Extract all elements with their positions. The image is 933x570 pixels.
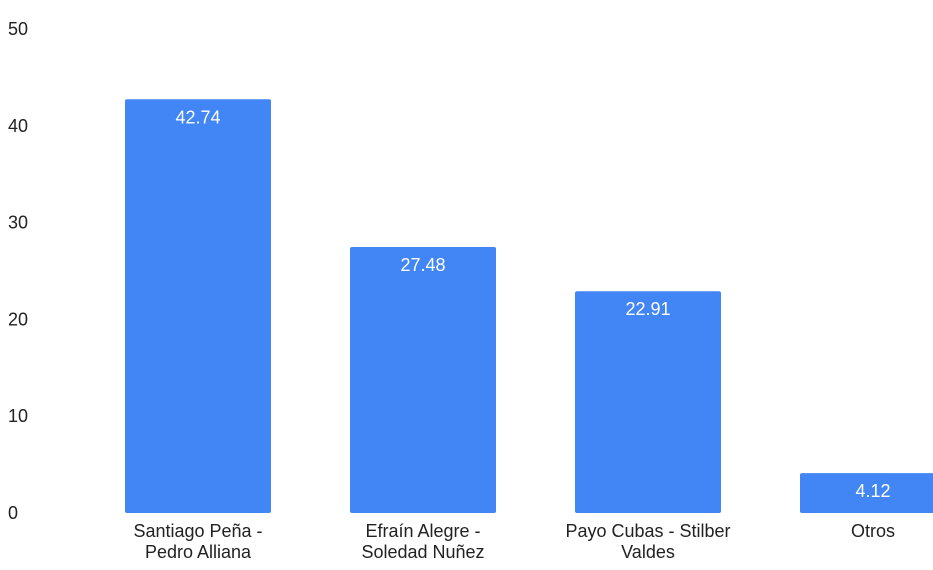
bar-data-label: 27.48 (400, 255, 445, 275)
x-category-label: Payo Cubas - Stilber (565, 521, 730, 541)
bar (350, 246, 496, 514)
bar (800, 473, 933, 513)
x-category-label: Efraín Alegre - (365, 521, 480, 541)
y-axis: 0 10 20 30 40 50 (8, 19, 28, 523)
x-category-label: Otros (851, 521, 895, 541)
x-category-label: Santiago Peña - (133, 521, 262, 541)
y-tick-label: 10 (8, 406, 28, 426)
bar (575, 291, 721, 513)
bar (125, 99, 271, 514)
x-category-label: Soledad Nuñez (361, 542, 484, 562)
y-tick-label: 50 (8, 19, 28, 39)
x-axis: Santiago Peña -Pedro Alliana Efraín Alegr… (133, 521, 895, 562)
y-tick-label: 0 (8, 503, 18, 523)
bar-data-label: 42.74 (175, 107, 220, 127)
bar-data-label: 4.12 (855, 481, 890, 501)
bar-data-label: 22.91 (625, 299, 670, 319)
y-tick-label: 20 (8, 309, 28, 329)
x-category-label: Pedro Alliana (145, 542, 252, 562)
y-tick-label: 30 (8, 213, 28, 233)
x-category-label: Valdes (621, 542, 675, 562)
data-labels: 42.74 27.48 22.91 4.12 (175, 107, 890, 501)
bar-series (125, 99, 933, 514)
y-tick-label: 40 (8, 116, 28, 136)
